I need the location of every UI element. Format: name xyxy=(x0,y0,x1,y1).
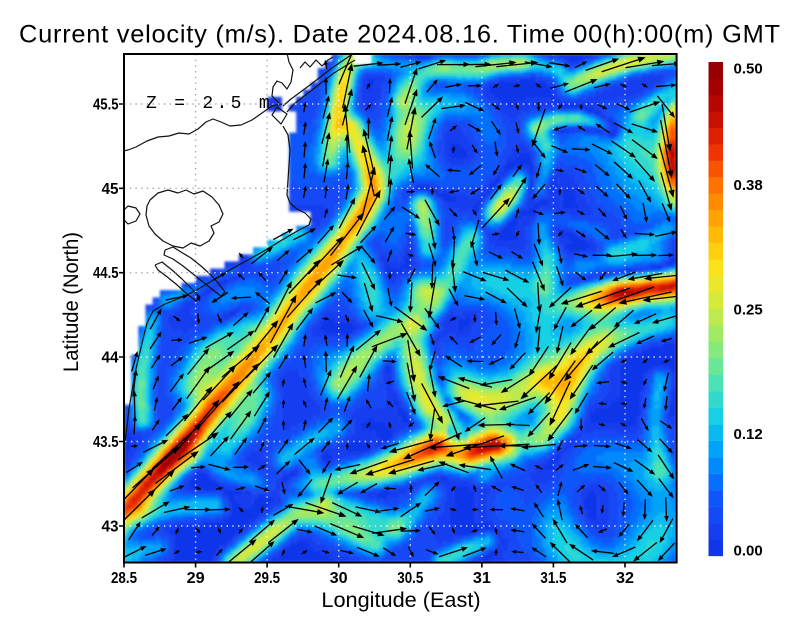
svg-text:28.5: 28.5 xyxy=(111,570,137,587)
svg-text:Longitude (East): Longitude (East) xyxy=(321,587,480,612)
svg-text:45: 45 xyxy=(102,181,119,198)
svg-text:0.50: 0.50 xyxy=(734,60,763,77)
svg-text:31.5: 31.5 xyxy=(540,570,566,587)
svg-text:43: 43 xyxy=(102,519,119,536)
svg-text:45.5: 45.5 xyxy=(93,97,119,114)
svg-text:43.5: 43.5 xyxy=(93,434,119,451)
svg-text:44: 44 xyxy=(102,350,119,367)
svg-text:0.00: 0.00 xyxy=(734,542,763,559)
svg-text:30: 30 xyxy=(330,570,348,587)
svg-text:32: 32 xyxy=(616,570,634,587)
svg-text:31: 31 xyxy=(473,570,491,587)
svg-text:0.38: 0.38 xyxy=(734,177,763,194)
svg-text:44.5: 44.5 xyxy=(93,265,119,282)
svg-text:Z = 2.5 m: Z = 2.5 m xyxy=(146,94,273,114)
svg-text:29: 29 xyxy=(187,570,205,587)
svg-text:Current velocity (m/s). Date 2: Current velocity (m/s). Date 2024.08.16.… xyxy=(19,21,781,49)
svg-text:Latitude (North): Latitude (North) xyxy=(58,232,83,372)
svg-text:0.12: 0.12 xyxy=(734,426,763,443)
svg-text:0.25: 0.25 xyxy=(734,301,763,318)
svg-text:29.5: 29.5 xyxy=(254,570,280,587)
svg-text:30.5: 30.5 xyxy=(397,570,423,587)
